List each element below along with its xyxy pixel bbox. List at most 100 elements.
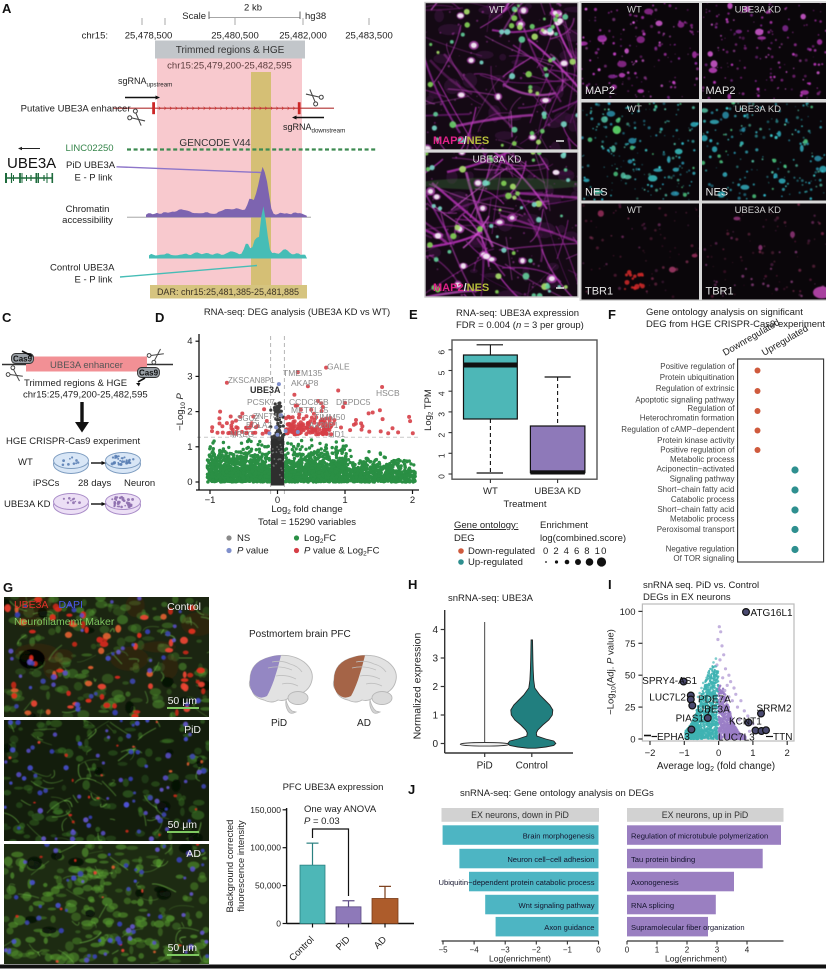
svg-text:Control UBE3A: Control UBE3A	[50, 263, 115, 274]
svg-text:Down-regulated: Down-regulated	[468, 546, 535, 557]
svg-text:E: E	[409, 307, 418, 322]
svg-text:3: 3	[187, 371, 192, 382]
svg-text:Regulation of cAMP−dependent: Regulation of cAMP−dependent	[621, 425, 735, 434]
svg-text:Protein ubiquitination: Protein ubiquitination	[660, 373, 735, 382]
svg-text:50 μm: 50 μm	[168, 819, 198, 831]
svg-text:Gene ontology analysis on sign: Gene ontology analysis on significant	[646, 307, 803, 318]
svg-text:Scale: Scale	[182, 11, 206, 22]
svg-text:WT: WT	[18, 457, 33, 468]
svg-text:accessibility: accessibility	[62, 215, 113, 226]
svg-text:2: 2	[410, 495, 415, 506]
svg-text:Cas9: Cas9	[139, 369, 159, 378]
svg-text:FDR = 0.004 (n = 3 per group): FDR = 0.004 (n = 3 per group)	[456, 320, 584, 331]
svg-text:Protein kinase activity: Protein kinase activity	[657, 436, 734, 445]
svg-text:Log2 TPM: Log2 TPM	[423, 389, 435, 431]
svg-text:E - P link: E - P link	[75, 173, 113, 184]
svg-text:−Log10 P: −Log10 P	[175, 393, 187, 431]
svg-text:TMEM135: TMEM135	[283, 368, 322, 378]
svg-text:WT: WT	[489, 5, 505, 16]
svg-text:WT: WT	[627, 205, 642, 216]
svg-text:5: 5	[437, 370, 447, 375]
svg-text:3: 3	[437, 412, 447, 417]
svg-text:Neuron: Neuron	[124, 478, 155, 489]
svg-text:PCSK7: PCSK7	[247, 397, 275, 407]
svg-text:chr15:25,479,200-25,482,595: chr15:25,479,200-25,482,595	[23, 390, 148, 401]
svg-text:Metabolic process: Metabolic process	[670, 455, 734, 464]
svg-text:UBE3A KD: UBE3A KD	[735, 104, 782, 115]
svg-text:Of TOR signaling: Of TOR signaling	[673, 554, 734, 563]
svg-text:Up-regulated: Up-regulated	[468, 557, 523, 568]
svg-text:UBE3A: UBE3A	[250, 385, 281, 395]
svg-text:6: 6	[437, 350, 447, 355]
svg-text:HSCB: HSCB	[376, 388, 400, 398]
svg-text:MREG: MREG	[230, 430, 254, 439]
svg-text:50 μm: 50 μm	[168, 695, 198, 707]
svg-text:4: 4	[187, 336, 192, 347]
svg-text:PiD: PiD	[184, 724, 201, 736]
svg-text:Short−chain fatty acid: Short−chain fatty acid	[657, 505, 734, 514]
svg-text:DEPDC5: DEPDC5	[336, 397, 371, 407]
svg-text:25,480,500: 25,480,500	[211, 31, 259, 42]
svg-text:iPSCs: iPSCs	[33, 478, 60, 489]
svg-text:NS: NS	[237, 533, 250, 544]
svg-text:RNA-seq: UBE3A expression: RNA-seq: UBE3A expression	[456, 308, 579, 319]
svg-text:25,478,500: 25,478,500	[125, 31, 173, 42]
svg-text:NES: NES	[585, 187, 608, 199]
svg-text:WT: WT	[483, 486, 498, 497]
svg-text:2: 2	[187, 407, 192, 418]
svg-text:MAP2: MAP2	[706, 85, 736, 97]
svg-text:DAR: chr15:25,481,385-25,481,8: DAR: chr15:25,481,385-25,481,885	[157, 287, 299, 297]
svg-text:0: 0	[437, 474, 447, 479]
svg-text:F: F	[608, 307, 616, 322]
svg-text:1: 1	[437, 453, 447, 458]
svg-text:UBE3A enhancer: UBE3A enhancer	[50, 360, 123, 371]
svg-text:AKAP8: AKAP8	[291, 378, 319, 388]
svg-text:UBE3A KD: UBE3A KD	[735, 205, 782, 216]
svg-text:4: 4	[437, 391, 447, 396]
svg-text:Trimmed regions & HGE: Trimmed regions & HGE	[176, 45, 285, 56]
svg-text:28 days: 28 days	[78, 478, 112, 489]
svg-text:Putative UBE3A enhancer: Putative UBE3A enhancer	[21, 104, 131, 115]
svg-text:UBE3A: UBE3A	[7, 155, 56, 172]
svg-text:25,483,500: 25,483,500	[345, 31, 393, 42]
svg-text:NES: NES	[706, 187, 729, 199]
svg-text:DEG: DEG	[454, 533, 475, 544]
svg-text:0: 0	[187, 477, 192, 488]
svg-text:PiD UBE3A: PiD UBE3A	[66, 160, 116, 171]
svg-text:Positive regulation of: Positive regulation of	[660, 446, 735, 455]
svg-text:LINC02250: LINC02250	[66, 143, 114, 154]
svg-text:Chromatin: Chromatin	[66, 204, 110, 215]
svg-text:Treatment: Treatment	[504, 499, 547, 510]
svg-text:Regulation of: Regulation of	[687, 404, 735, 413]
svg-text:A: A	[2, 1, 12, 16]
svg-text:UBE3A KD: UBE3A KD	[735, 5, 782, 16]
svg-text:TBR1: TBR1	[706, 286, 734, 298]
svg-text:Regulation of extrinsic: Regulation of extrinsic	[656, 384, 735, 393]
svg-text:chr15:25,479,200-25,482,595: chr15:25,479,200-25,482,595	[167, 61, 292, 72]
svg-text:AA20P1: AA20P1	[309, 421, 339, 430]
svg-text:0 2 4 6 8 10: 0 2 4 6 8 10	[543, 546, 608, 557]
svg-text:GENCODE V44: GENCODE V44	[179, 138, 251, 149]
svg-text:Aciponectin−activated: Aciponectin−activated	[656, 465, 734, 474]
svg-text:WT: WT	[627, 5, 642, 16]
svg-text:RNA-seq: DEG analysis (UBE3A K: RNA-seq: DEG analysis (UBE3A KD vs WT)	[204, 307, 390, 318]
svg-text:EOLA2: EOLA2	[246, 421, 272, 430]
svg-text:Gene ontology:: Gene ontology:	[454, 520, 518, 531]
svg-text:−1: −1	[205, 495, 216, 506]
svg-text:1: 1	[187, 442, 192, 453]
svg-text:WT: WT	[627, 104, 642, 115]
svg-text:Enrichment: Enrichment	[540, 520, 588, 531]
svg-text:Heterochromatin formation: Heterochromatin formation	[640, 414, 735, 423]
svg-text:G: G	[3, 580, 13, 595]
svg-text:Cas9: Cas9	[13, 355, 33, 364]
svg-text:Neurofilamemt Maker: Neurofilamemt Maker	[14, 616, 115, 628]
svg-text:HGE CRISPR-Cas9 experiment: HGE CRISPR-Cas9 experiment	[6, 436, 140, 447]
svg-text:Signaling pathway: Signaling pathway	[670, 475, 735, 484]
svg-text:UBE3A KD: UBE3A KD	[534, 486, 581, 497]
svg-text:chr15:: chr15:	[82, 31, 108, 42]
svg-text:E - P link: E - P link	[75, 275, 113, 286]
svg-text:Trimmed regions & HGE: Trimmed regions & HGE	[24, 378, 127, 389]
svg-text:1: 1	[342, 495, 347, 506]
svg-text:Total = 15290 variables: Total = 15290 variables	[258, 517, 356, 528]
svg-text:UBE3A KD: UBE3A KD	[4, 499, 51, 510]
